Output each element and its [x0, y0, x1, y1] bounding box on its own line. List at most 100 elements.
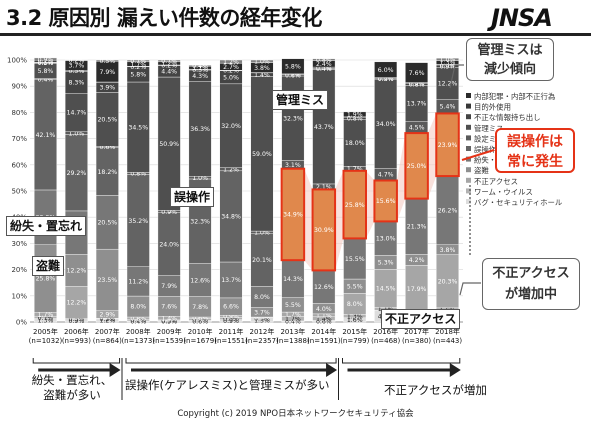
misop-value-label: 30.9% — [314, 227, 334, 234]
bar-value-label: 1.0% — [69, 130, 85, 137]
bar-value-label: 34.0% — [376, 121, 396, 128]
callout-admin-line2: 減少傾向 — [483, 62, 536, 77]
x-category-label: 2008年 — [126, 327, 151, 336]
x-category-label: 2015年 — [342, 327, 367, 336]
bar-value-label: 0.3% — [192, 67, 208, 74]
bar-value-label: 0.6% — [285, 72, 301, 79]
bar-value-label: 7.6% — [409, 70, 425, 77]
bar-value-label: 0.6% — [192, 318, 208, 325]
bar-value-label: 21.3% — [407, 224, 427, 231]
legend-swatch — [466, 103, 471, 109]
bar-value-label: 6.6% — [223, 304, 239, 311]
y-axis-ticks: 0%10%20%30%40%50%60%70%80%90%100% — [7, 57, 27, 327]
legend-swatch — [466, 114, 471, 120]
bar-value-label: 0.2% — [130, 64, 146, 71]
bar-value-label: 0.4% — [378, 75, 394, 82]
inset-label-theft: 盗難 — [32, 256, 65, 276]
y-tick-label: 0% — [16, 319, 27, 327]
callout-unauth-line2: が増加中 — [504, 287, 557, 302]
bar-value-label: 1.2% — [223, 59, 239, 66]
bar-value-label: 1.4% — [161, 315, 177, 322]
x-category-label: 2014年 — [311, 327, 336, 336]
bar-value-label: 1.0% — [254, 230, 270, 237]
bar-value-label: 50.9% — [159, 141, 179, 148]
bar-value-label: 0.7% — [38, 58, 54, 65]
legend-label: 不正な情報持ち出し — [474, 113, 541, 122]
bar-value-label: 32.3% — [190, 218, 210, 225]
bar-value-label: 32.3% — [283, 115, 303, 122]
era-arrow-head — [449, 363, 461, 377]
bar-segment — [281, 58, 305, 75]
bar-value-label: 12.2% — [438, 81, 458, 88]
bar-value-label: 14.5% — [376, 286, 396, 293]
bar-value-label: 0.9% — [69, 318, 85, 325]
legend-swatch — [466, 167, 471, 173]
bar-value-label: 14.7% — [67, 110, 87, 117]
misop-value-label: 25.8% — [345, 202, 365, 209]
bar-value-label: 26.2% — [438, 208, 458, 215]
bar-segment — [157, 59, 181, 63]
bar-value-label: 0.6% — [99, 144, 115, 151]
bar-segment — [343, 111, 367, 118]
bar-value-label: 13.7% — [407, 101, 427, 108]
bar-value-label: 0.6% — [316, 318, 332, 325]
callout-admin-decreasing: 管理ミスは 減少傾向 — [466, 38, 554, 81]
bar-value-label: 5.8% — [130, 72, 146, 79]
bar-value-label: 2.4% — [316, 61, 332, 68]
x-count-label: (n=1388) — [276, 337, 310, 345]
bar-value-label: 0.8% — [409, 82, 425, 89]
inset-label-admin-error: 管理ミス — [272, 90, 329, 110]
y-tick-label: 30% — [11, 240, 27, 248]
bar-value-label: 18.2% — [97, 169, 117, 176]
bar-value-label: 15.5% — [345, 256, 365, 263]
bar-value-label: 0.3% — [254, 315, 270, 322]
bar-value-label: 5.5% — [347, 283, 363, 290]
y-tick-label: 50% — [11, 188, 27, 196]
bar-value-label: 1.4% — [316, 316, 332, 323]
x-category-label: 2012年 — [250, 327, 275, 336]
bar-value-label: 0.3% — [161, 317, 177, 324]
bar-value-label: 5.0% — [223, 74, 239, 81]
bar-value-label: 0.8% — [130, 171, 146, 178]
x-count-label: (n=993) — [62, 337, 91, 345]
misop-value-label: 15.6% — [376, 198, 396, 205]
bar-value-label: 0.7% — [130, 317, 146, 324]
bar-value-label: 14.3% — [283, 276, 303, 283]
bar-value-label: 0.7% — [192, 317, 208, 324]
era-label-1: 紛失・置忘れ、 盗難が多い — [22, 373, 122, 403]
bar-value-label: 5.8% — [285, 63, 301, 70]
era-arrow-head — [326, 363, 338, 377]
bar-value-label: 0.2% — [285, 71, 301, 78]
bar-value-label: 32.0% — [221, 123, 241, 130]
bar-value-label: 0.5% — [161, 319, 177, 326]
legend-label: バグ・セキュリティホール — [474, 198, 563, 207]
x-count-label: (n=864) — [93, 337, 122, 345]
bar-value-label: 0.9% — [223, 314, 239, 321]
x-count-label: (n=799) — [340, 337, 369, 345]
misop-band-fill — [281, 113, 459, 271]
bar-value-label: 13.7% — [221, 277, 241, 284]
x-count-label: (n=1679) — [183, 337, 217, 345]
bar-value-label: 3.7% — [69, 63, 85, 70]
bar-segment — [374, 61, 398, 78]
bar-value-label: 3.8% — [440, 247, 456, 254]
era-bracket — [32, 358, 121, 364]
bar-segment — [405, 62, 429, 83]
bar-value-label: 8.0% — [130, 304, 146, 311]
bar-value-label: 11.2% — [128, 279, 148, 286]
bar-value-label: 12.6% — [314, 284, 334, 291]
era-label-1-line2: 盗難が多い — [43, 388, 101, 402]
callout-misop-constant: 誤操作は 常に発生 — [495, 128, 575, 173]
bar-value-label: 0.4% — [285, 319, 301, 326]
x-category-label: 2009年 — [157, 327, 182, 336]
era-arrow-head — [109, 363, 121, 377]
x-category-label: 2018年 — [435, 327, 460, 336]
era-label-2: 誤操作(ケアレスミス)と管理ミスが多い — [125, 378, 330, 392]
bar-value-label: 1.7% — [285, 316, 301, 323]
bar-value-label: 17.9% — [407, 286, 427, 293]
bar-value-label: 12.2% — [67, 268, 87, 275]
bar-value-label: 7.9% — [161, 283, 177, 290]
bar-value-label: 34.5% — [128, 124, 148, 131]
bar-segment — [188, 65, 212, 67]
annotation-decor — [32, 64, 495, 400]
